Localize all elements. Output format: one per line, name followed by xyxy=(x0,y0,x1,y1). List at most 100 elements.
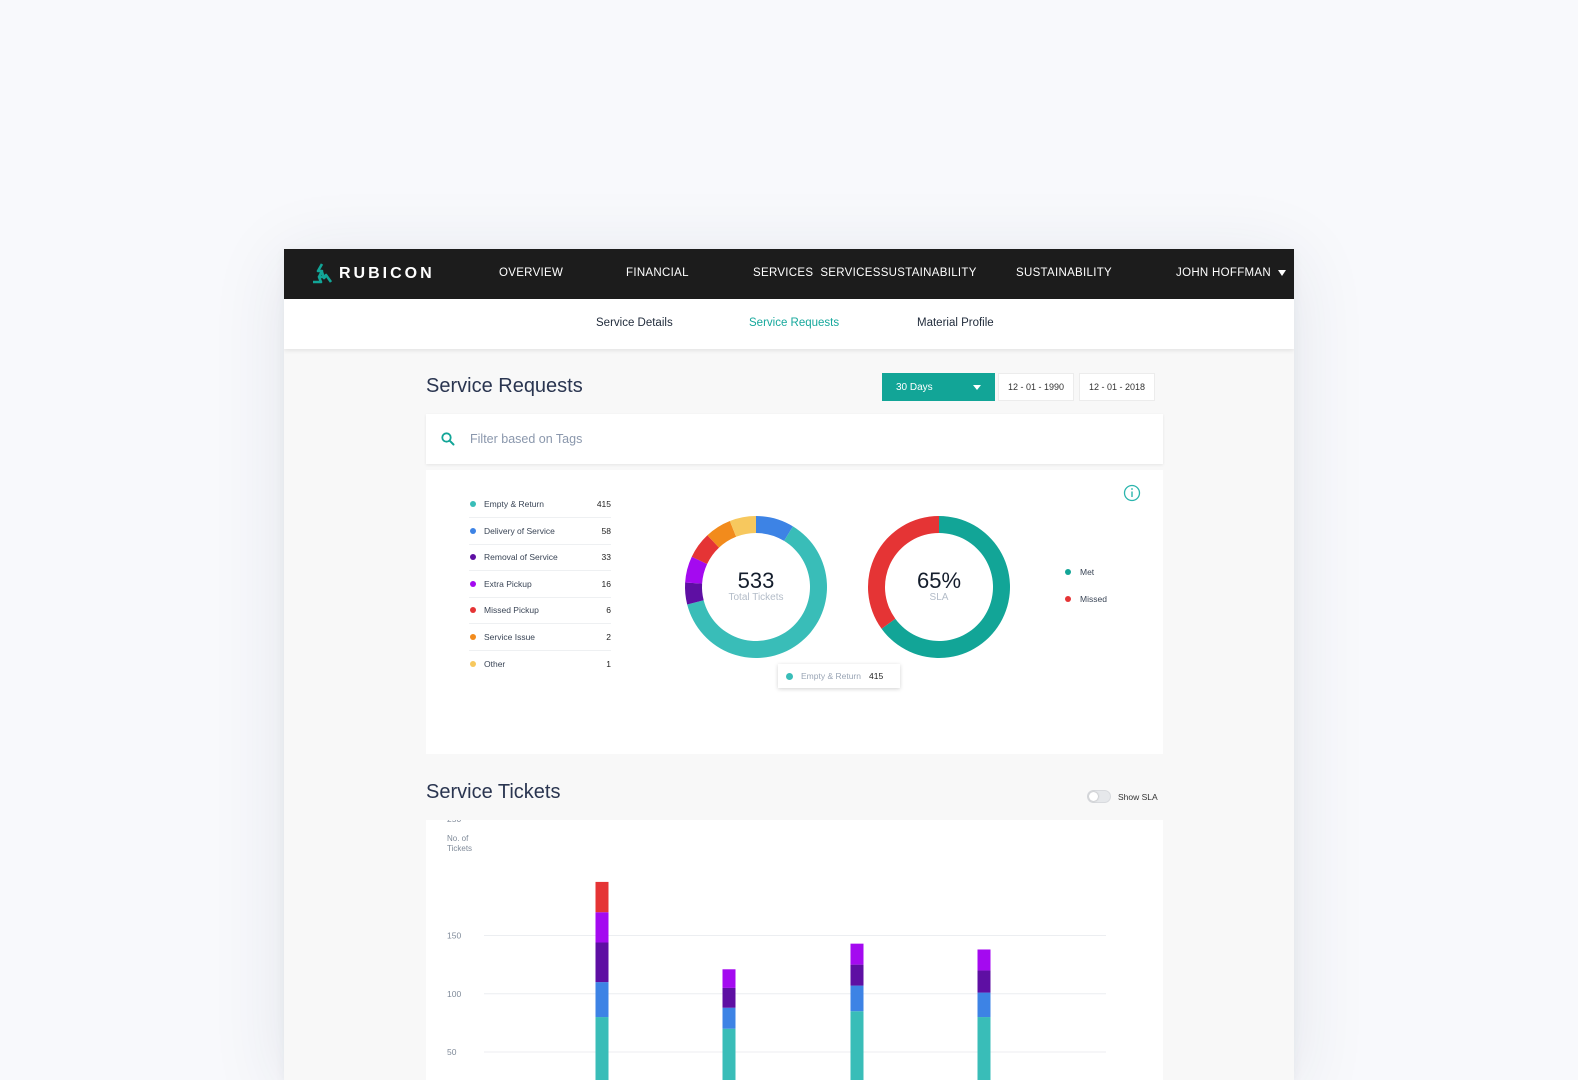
user-name: JOHN HOFFMAN xyxy=(1176,267,1271,279)
tab-service-details[interactable]: Service Details xyxy=(596,317,673,329)
app-window: RUBICON OVERVIEW FINANCIAL SERVICES SERV… xyxy=(284,249,1294,1080)
sla-legend-missed: Missed xyxy=(1064,594,1107,604)
logo[interactable]: RUBICON xyxy=(311,262,435,286)
bar-segment[interactable] xyxy=(850,1011,864,1080)
bar-segment[interactable] xyxy=(977,992,991,1018)
nav-overview[interactable]: OVERVIEW xyxy=(499,267,564,279)
legend-dot xyxy=(470,527,476,534)
legend-dot xyxy=(470,501,476,507)
y-tick-label: 150 xyxy=(447,931,461,941)
service-requests-title: Service Requests xyxy=(426,375,583,397)
sla-legend-met: Met xyxy=(1064,567,1094,577)
service-tickets-bar-chart: 50 100 150 250 xyxy=(447,820,1106,1080)
missed-label: Missed xyxy=(1080,594,1107,604)
chevron-down-icon xyxy=(1278,270,1286,276)
total-tickets-value: 533 xyxy=(737,568,775,593)
range-value: 30 Days xyxy=(896,381,933,393)
bar-segment[interactable] xyxy=(722,987,736,1008)
legend-dot xyxy=(470,634,476,640)
service-tickets-title: Service Tickets xyxy=(426,781,561,803)
caret-down-icon xyxy=(973,385,981,390)
bar-segment[interactable] xyxy=(595,942,609,983)
sub-nav: Service Details Service Requests Materia… xyxy=(284,299,1294,349)
legend-item: Other 1 xyxy=(469,651,611,677)
bar-segment[interactable] xyxy=(595,912,609,943)
legend-item: Delivery of Service 58 xyxy=(469,518,611,545)
search-icon xyxy=(441,432,455,446)
y-tick-label: 50 xyxy=(447,1047,457,1057)
nav-financial[interactable]: FINANCIAL xyxy=(626,267,689,279)
donut-slice-service-issue[interactable] xyxy=(707,520,737,548)
legend-value: 415 xyxy=(596,499,611,509)
y-axis-label: No. of Tickets xyxy=(447,834,473,853)
donut-slice-missed-pickup[interactable] xyxy=(691,535,720,565)
date-to-field[interactable]: 12 - 01 - 2018 xyxy=(1079,373,1155,401)
donut-slice-other[interactable] xyxy=(729,516,756,537)
show-sla-label: Show SLA xyxy=(1118,792,1158,802)
nav-services[interactable]: SERVICES SERVICESSUSTAINABILITY xyxy=(753,267,977,279)
bar-segment[interactable] xyxy=(722,1028,736,1080)
bar-segment[interactable] xyxy=(977,1017,991,1080)
bar-segment[interactable] xyxy=(850,964,864,986)
rubicon-logo-icon xyxy=(313,263,333,284)
total-tickets-center: 533 Total Tickets xyxy=(701,568,811,603)
bar-segment[interactable] xyxy=(595,881,609,913)
tooltip-dot xyxy=(786,672,793,680)
sla-label: SLA xyxy=(929,592,949,603)
donut-slice-extra-pickup[interactable] xyxy=(685,556,708,584)
bar-segment[interactable] xyxy=(722,1007,736,1029)
sla-center: 65% SLA xyxy=(884,568,994,603)
legend-value: 2 xyxy=(606,632,611,642)
total-tickets-label: Total Tickets xyxy=(728,592,784,603)
legend-value: 1 xyxy=(606,658,611,669)
legend-label: Extra Pickup xyxy=(484,578,532,589)
legend-value: 16 xyxy=(601,578,611,589)
legend-item: Extra Pickup 16 xyxy=(469,571,611,598)
donut-slice-missed[interactable] xyxy=(868,516,939,629)
y-tick-label: 250 xyxy=(447,820,461,824)
legend-item: Service Issue 2 xyxy=(469,624,611,651)
donut-slice-removal-of-service[interactable] xyxy=(685,582,704,605)
donut-slice-delivery-of-service[interactable] xyxy=(756,516,793,541)
tooltip-value: 415 xyxy=(869,671,884,681)
legend-item: Missed Pickup 6 xyxy=(469,597,611,625)
total-tickets-donut xyxy=(685,516,827,658)
date-from-field[interactable]: 12 - 01 - 1990 xyxy=(998,373,1074,401)
user-menu[interactable]: JOHN HOFFMAN xyxy=(1176,267,1286,279)
tab-service-requests[interactable]: Service Requests xyxy=(749,317,840,329)
bar-segment[interactable] xyxy=(850,943,864,965)
legend-item: Removal of Service 33 xyxy=(469,544,611,572)
legend-dot xyxy=(470,580,476,587)
brand-name: RUBICON xyxy=(339,265,435,282)
legend-item: Empty & Return 415 xyxy=(469,491,611,518)
legend-label: Other xyxy=(484,658,506,669)
legend-value: 58 xyxy=(601,525,611,536)
service-tickets-card: No. of Tickets 50 100 150 250 xyxy=(426,820,1163,1080)
bar-segment[interactable] xyxy=(595,1017,609,1080)
sla-donut xyxy=(868,516,1010,658)
toggle-knob xyxy=(1089,792,1098,801)
bar-segment[interactable] xyxy=(595,982,609,1018)
legend-value: 6 xyxy=(606,605,611,616)
legend-label: Delivery of Service xyxy=(484,525,555,536)
info-icon[interactable] xyxy=(1123,484,1141,502)
tab-material-profile[interactable]: Material Profile xyxy=(917,317,994,329)
legend-label: Empty & Return xyxy=(484,499,544,509)
nav-sustainability[interactable]: SUSTAINABILITY xyxy=(1016,267,1113,279)
tooltip-label: Empty & Return xyxy=(801,671,861,681)
bar-segment[interactable] xyxy=(722,969,736,988)
show-sla-toggle[interactable] xyxy=(1087,790,1111,803)
service-requests-card: Empty & Return 415 Delivery of Service 58 Re… xyxy=(426,470,1163,754)
top-nav: RUBICON OVERVIEW FINANCIAL SERVICES SERV… xyxy=(284,249,1294,299)
bar-segment[interactable] xyxy=(977,970,991,993)
bar-segment[interactable] xyxy=(850,985,864,1012)
y-tick-label: 100 xyxy=(447,989,461,999)
tag-filter-bar xyxy=(426,414,1163,464)
legend-dot xyxy=(470,660,476,667)
search-input[interactable] xyxy=(468,431,1072,447)
bar-segment[interactable] xyxy=(977,949,991,971)
range-dropdown[interactable]: 30 Days xyxy=(882,373,995,401)
met-label: Met xyxy=(1080,567,1095,577)
met-dot xyxy=(1065,569,1071,575)
legend-label: Missed Pickup xyxy=(484,605,539,616)
